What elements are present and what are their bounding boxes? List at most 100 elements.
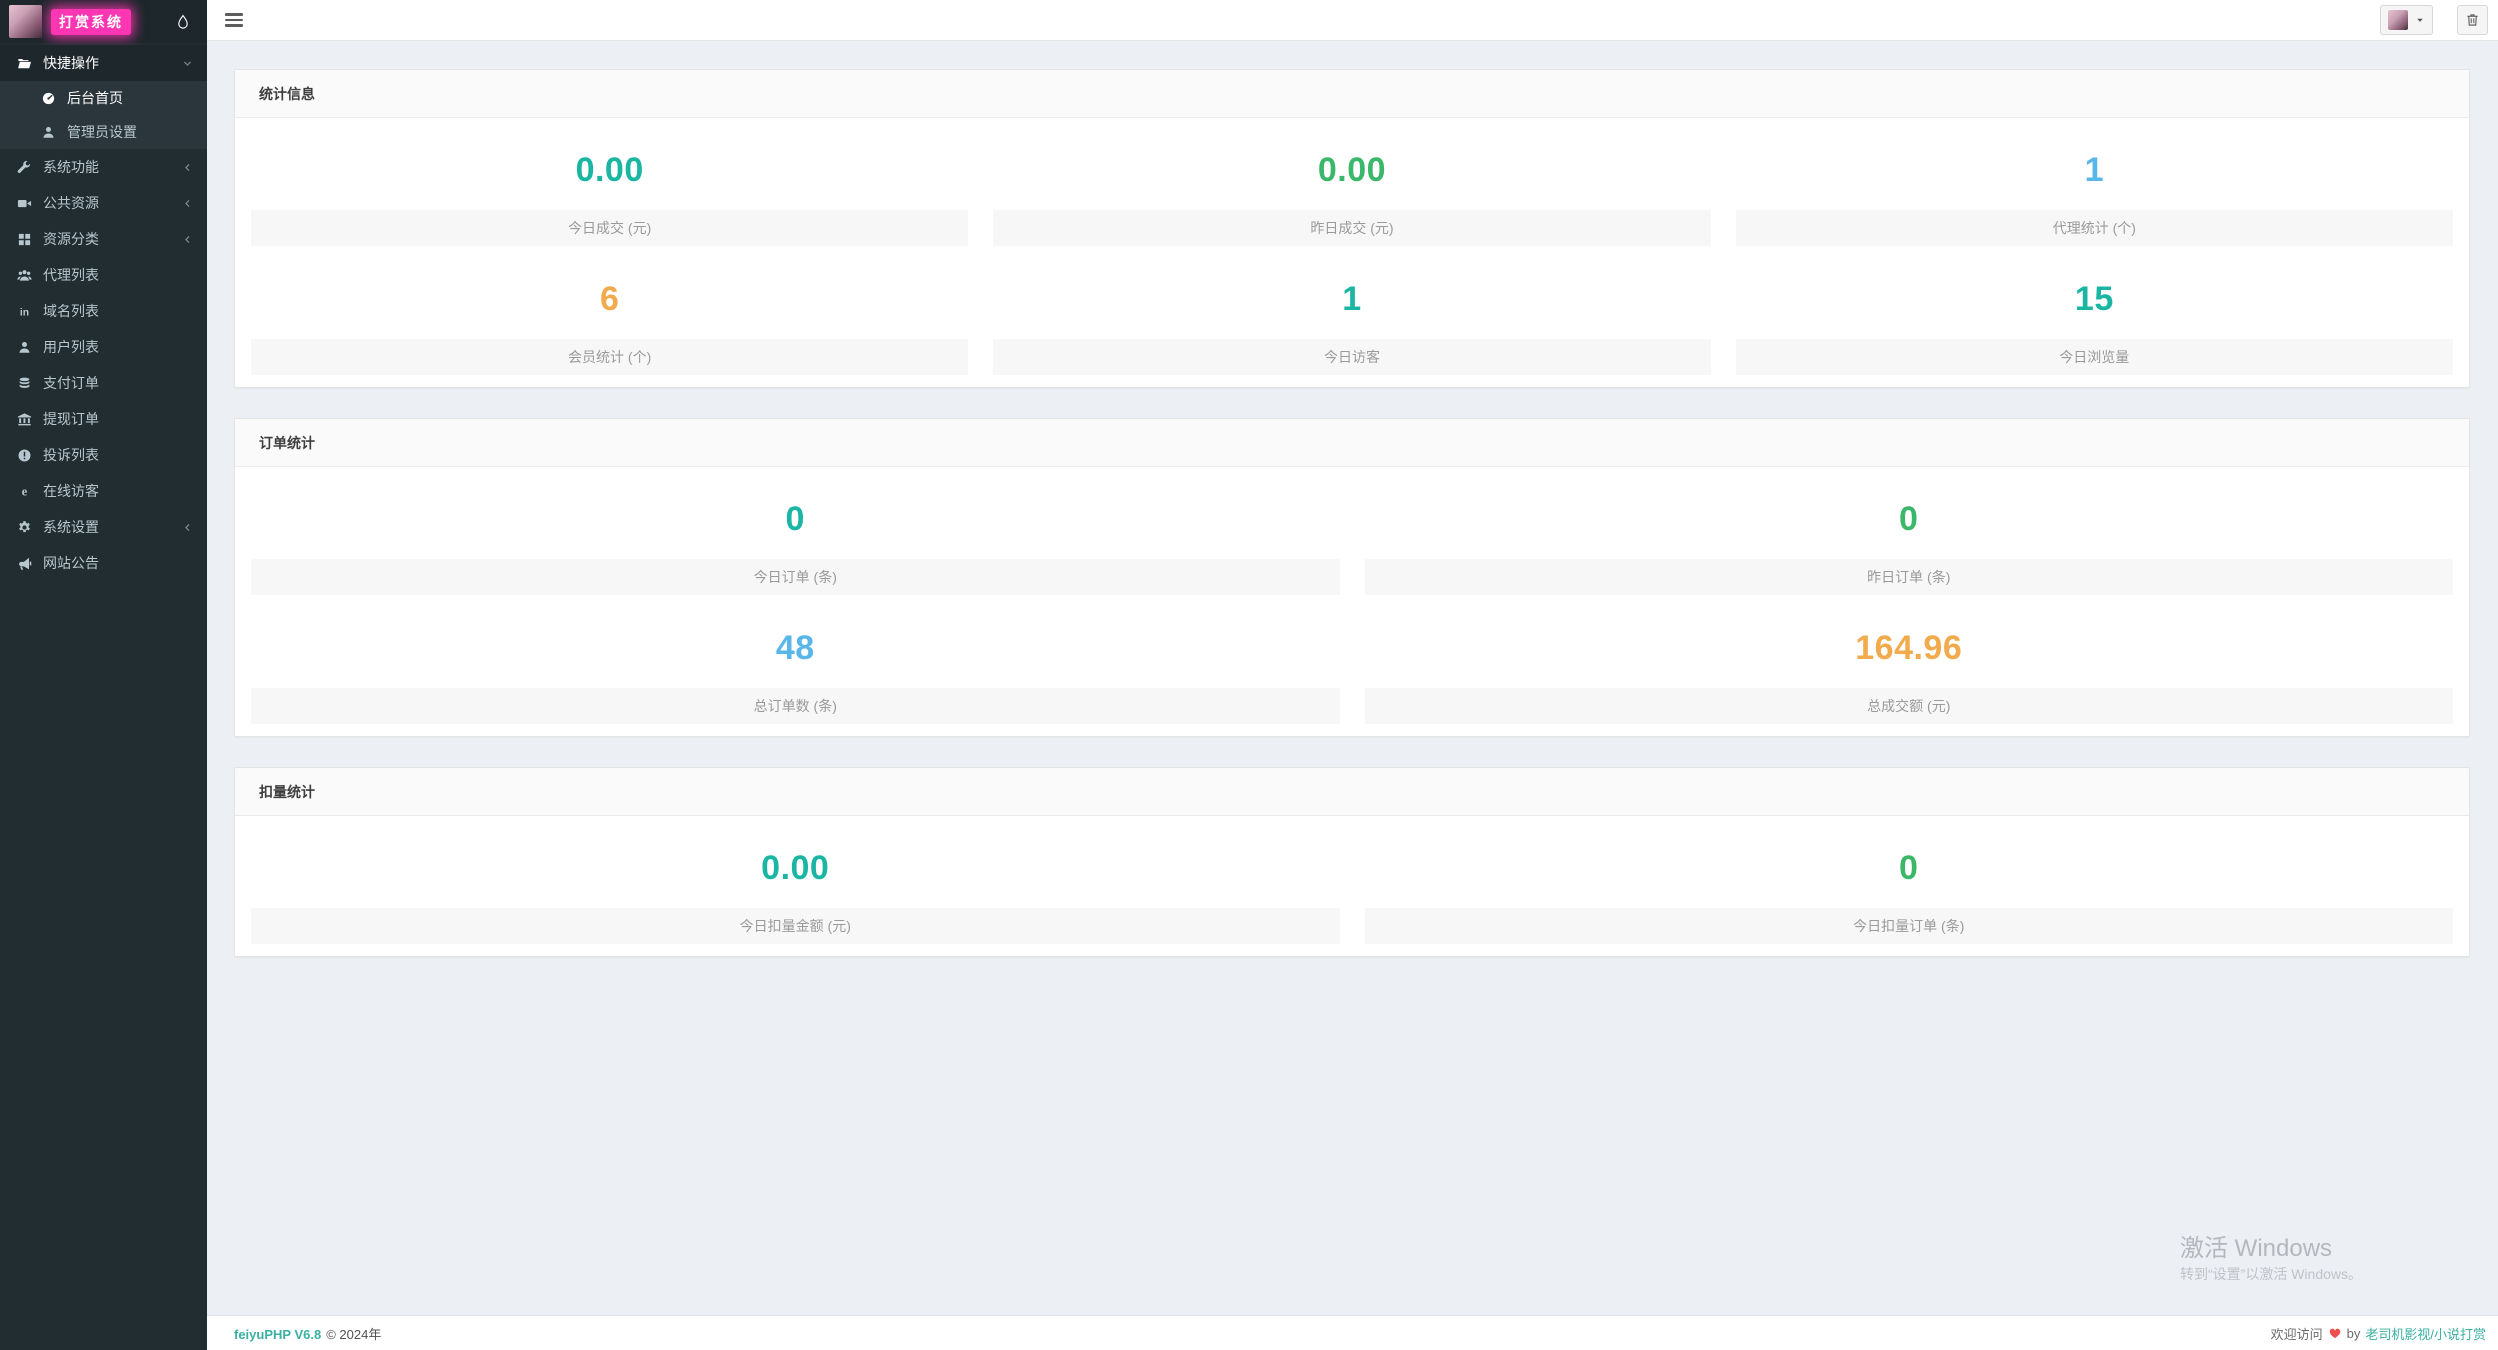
stat-value: 1 <box>2084 150 2105 189</box>
sidebar-item-label: 快捷操作 <box>43 55 99 71</box>
stat-value: 0 <box>1899 848 1919 887</box>
video-icon <box>14 196 34 211</box>
stat-value: 0.00 <box>1317 150 1387 189</box>
svg-text:in: in <box>19 307 28 318</box>
edge-icon: e <box>14 484 34 499</box>
stat-card: 0 今日订单 (条) <box>251 479 1340 595</box>
sidebar-item-label: 用户列表 <box>43 339 99 355</box>
stat-label: 今日访客 <box>993 339 1711 375</box>
sidebar-item-complaint-list[interactable]: 投诉列表 <box>0 437 207 473</box>
stat-value: 15 <box>2074 279 2114 318</box>
stat-card: 0.00 昨日成交 (元) <box>993 130 1711 246</box>
grid-icon <box>14 232 34 247</box>
footer-welcome: 欢迎访问 <box>2270 1326 2323 1342</box>
sidebar-menu: 快捷操作后台首页管理员设置系统功能公共资源资源分类代理列表 in 域名列表用户列表支… <box>0 43 207 581</box>
sidebar-item-label: 提现订单 <box>43 411 99 427</box>
footer: feiyuPHP V6.8 © 2024年 欢迎访问 by 老司机影视/小说打赏 <box>207 1315 2498 1350</box>
sidebar-item-label: 系统功能 <box>43 159 99 175</box>
sidebar-item-site-announcement[interactable]: 网站公告 <box>0 545 207 581</box>
footer-right: 欢迎访问 by 老司机影视/小说打赏 <box>2271 1324 2486 1343</box>
stat-card: 0.00 今日扣量金额 (元) <box>251 828 1340 944</box>
sidebar-item-label: 管理员设置 <box>67 124 137 140</box>
bank-icon <box>14 412 34 427</box>
trash-button[interactable] <box>2457 5 2488 35</box>
sidebar-item-label: 后台首页 <box>67 90 123 106</box>
chevron-left-icon <box>182 522 193 533</box>
stat-label: 会员统计 (个) <box>251 339 969 375</box>
sidebar-item-public-resources[interactable]: 公共资源 <box>0 185 207 221</box>
stat-card: 1 今日访客 <box>993 259 1711 375</box>
folder-open-icon <box>14 56 34 71</box>
sidebar-item-label: 网站公告 <box>43 555 99 571</box>
footer-app-link[interactable]: feiyuPHP V6.8 <box>234 1326 322 1342</box>
brand-avatar <box>9 5 42 38</box>
gear-icon <box>14 520 34 535</box>
sidebar-item-system-functions[interactable]: 系统功能 <box>0 149 207 185</box>
chevron-down-icon <box>182 58 193 69</box>
topbar <box>207 0 2498 41</box>
caret-down-icon <box>2415 15 2425 25</box>
stat-label: 总成交额 (元) <box>1364 688 2453 724</box>
stat-value: 6 <box>599 279 620 318</box>
stat-value: 0 <box>1899 499 1919 538</box>
stat-card: 0.00 今日成交 (元) <box>251 130 969 246</box>
svg-text:e: e <box>21 484 27 498</box>
sidebar-item-admin-settings[interactable]: 管理员设置 <box>0 115 207 149</box>
sidebar-item-resource-categories[interactable]: 资源分类 <box>0 221 207 257</box>
wrench-icon <box>14 160 34 175</box>
sidebar-toggle-button[interactable] <box>221 0 247 40</box>
megaphone-icon <box>14 556 34 571</box>
brand[interactable]: 打赏系统 <box>0 0 207 43</box>
sidebar-item-label: 系统设置 <box>43 519 99 535</box>
stat-label: 昨日成交 (元) <box>993 210 1711 246</box>
user-icon <box>38 125 58 140</box>
sidebar: 打赏系统 快捷操作后台首页管理员设置系统功能公共资源资源分类代理列表 in 域名列表… <box>0 0 207 1350</box>
sidebar-item-domain-list[interactable]: in 域名列表 <box>0 293 207 329</box>
database-icon <box>14 376 34 391</box>
stat-label: 总订单数 (条) <box>251 688 1340 724</box>
panel-1: 订单统计 0 今日订单 (条) 0 昨日订单 (条) 48 总订单数 (条) 164.96 总成… <box>234 418 2470 737</box>
stat-card: 0 今日扣量订单 (条) <box>1364 828 2453 944</box>
sidebar-item-quick-actions[interactable]: 快捷操作 <box>0 45 207 81</box>
chevron-left-icon <box>182 234 193 245</box>
sidebar-item-label: 投诉列表 <box>43 447 99 463</box>
sidebar-item-label: 资源分类 <box>43 231 99 247</box>
chevron-left-icon <box>182 162 193 173</box>
sidebar-item-user-list[interactable]: 用户列表 <box>0 329 207 365</box>
exclamation-circle-icon <box>14 448 34 463</box>
user-menu-button[interactable] <box>2380 5 2433 35</box>
chevron-left-icon <box>182 198 193 209</box>
user-avatar <box>2388 10 2408 30</box>
panel-title: 统计信息 <box>235 70 2469 118</box>
water-drop-icon <box>175 13 198 31</box>
stat-card: 48 总订单数 (条) <box>251 608 1340 724</box>
stat-label: 代理统计 (个) <box>1735 210 2453 246</box>
stat-label: 今日订单 (条) <box>251 559 1340 595</box>
sidebar-item-payment-orders[interactable]: 支付订单 <box>0 365 207 401</box>
panel-2: 扣量统计 0.00 今日扣量金额 (元) 0 今日扣量订单 (条) <box>234 767 2470 957</box>
stat-value: 0.00 <box>761 848 830 887</box>
sidebar-item-agent-list[interactable]: 代理列表 <box>0 257 207 293</box>
footer-copyright: © 2024年 <box>326 1326 382 1342</box>
sidebar-item-withdraw-orders[interactable]: 提现订单 <box>0 401 207 437</box>
stat-label: 今日成交 (元) <box>251 210 969 246</box>
sidebar-item-label: 公共资源 <box>43 195 99 211</box>
sidebar-item-system-settings[interactable]: 系统设置 <box>0 509 207 545</box>
stat-value: 48 <box>775 628 815 667</box>
sidebar-item-dashboard-home[interactable]: 后台首页 <box>0 81 207 115</box>
stat-label: 今日扣量订单 (条) <box>1364 908 2453 944</box>
sidebar-item-online-visitors[interactable]: e 在线访客 <box>0 473 207 509</box>
footer-by: by <box>2346 1325 2361 1341</box>
sidebar-item-label: 支付订单 <box>43 375 99 391</box>
panel-title: 扣量统计 <box>235 768 2469 816</box>
submenu-quick-actions: 后台首页 管理员设置 <box>0 81 207 149</box>
sidebar-item-label: 在线访客 <box>43 483 99 499</box>
stat-label: 今日浏览量 <box>1735 339 2453 375</box>
footer-site-link[interactable]: 老司机影视/小说打赏 <box>2365 1326 2486 1342</box>
trash-icon <box>2465 12 2480 28</box>
stat-card: 15 今日浏览量 <box>1735 259 2453 375</box>
stat-card: 1 代理统计 (个) <box>1735 130 2453 246</box>
stat-value: 0.00 <box>575 150 644 189</box>
panel-title: 订单统计 <box>235 419 2469 467</box>
topbar-actions <box>2380 0 2488 40</box>
